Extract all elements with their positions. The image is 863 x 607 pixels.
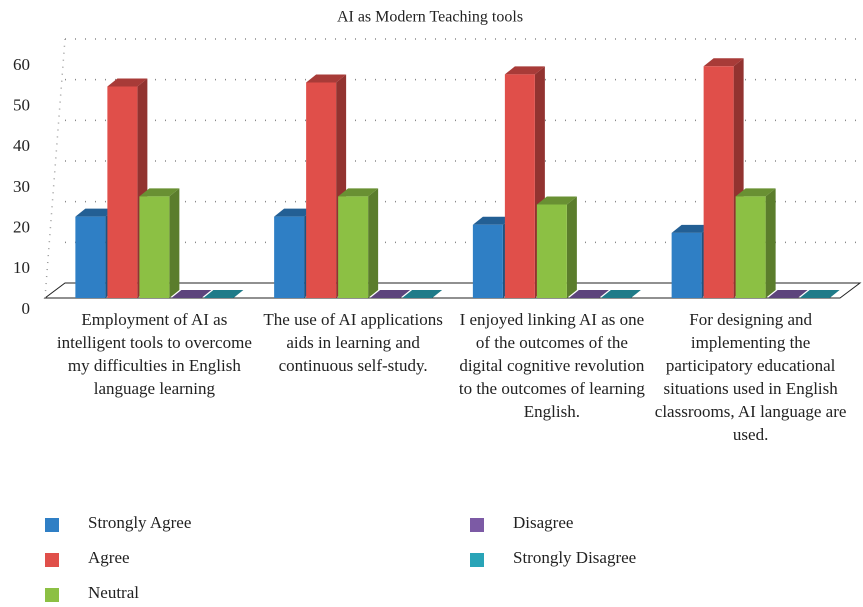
bar-front [472,224,503,298]
bar [568,290,609,298]
bar [799,290,840,298]
legend-swatch [470,518,484,532]
bar-front [338,196,369,298]
bar [171,290,212,298]
bar-top [671,224,712,233]
bar-top [402,290,443,298]
y-tick-label: 30 [13,177,30,196]
bar-side [169,188,180,298]
bar-front [107,86,138,299]
bar-side [765,188,776,298]
legend-label: Disagree [513,513,573,532]
y-tick-label: 60 [13,55,30,74]
bar [767,290,808,298]
bar-top [203,290,244,298]
bar [338,188,379,298]
bar [203,290,244,298]
y-tick-label: 10 [13,258,30,277]
legend-label: Agree [88,548,130,567]
bar-front [274,216,305,298]
bar-top [75,208,116,217]
bar-front [703,66,734,298]
legend-swatch [470,553,484,567]
bar-top [703,58,744,67]
bar-top [306,74,347,83]
bar-front [536,204,567,298]
bar-top [536,196,577,205]
x-tick-label: The use of AI applications aids in learn… [263,310,443,375]
bar-side [566,196,577,298]
bar-top [472,216,513,225]
y-tick-label: 20 [13,218,30,237]
bar-top [338,188,379,197]
legend-label: Neutral [88,583,139,602]
bar-front [671,232,702,298]
bar [139,188,180,298]
bar-top [274,208,315,217]
bar-front [504,74,535,298]
bar [370,290,411,298]
bar-front [735,196,766,298]
bar [735,188,776,298]
legend-label: Strongly Agree [88,513,191,532]
legend-swatch [45,553,59,567]
bar-top [735,188,776,197]
legend-label: Strongly Disagree [513,548,636,567]
bar-front [75,216,106,298]
bar-top [370,290,411,298]
bar-front [139,196,170,298]
bar-top [767,290,808,298]
bar [600,290,641,298]
y-tick-label: 40 [13,136,30,155]
bar-top [600,290,641,298]
x-tick-label: I enjoyed linking AI as one of the outco… [458,310,645,421]
bar [306,74,347,298]
legend-swatch [45,588,59,602]
bar-top [799,290,840,298]
x-tick-label: For designing and implementing the parti… [654,310,847,444]
bar-front [306,82,337,298]
x-tick-label: Employment of AI as intelligent tools to… [56,310,252,398]
chart-title: AI as Modern Teaching tools [337,9,523,26]
y-tick-label: 0 [22,299,31,318]
bar-top [504,66,545,75]
bar [402,290,443,298]
bar-top [568,290,609,298]
y-tick-label: 50 [13,96,30,115]
left-wall-edge [44,38,66,299]
legend-swatch [45,518,59,532]
bar-top [139,188,180,197]
bar-side [368,188,379,298]
bar-top [171,290,212,298]
bar [536,196,577,298]
bar-top [107,78,148,87]
